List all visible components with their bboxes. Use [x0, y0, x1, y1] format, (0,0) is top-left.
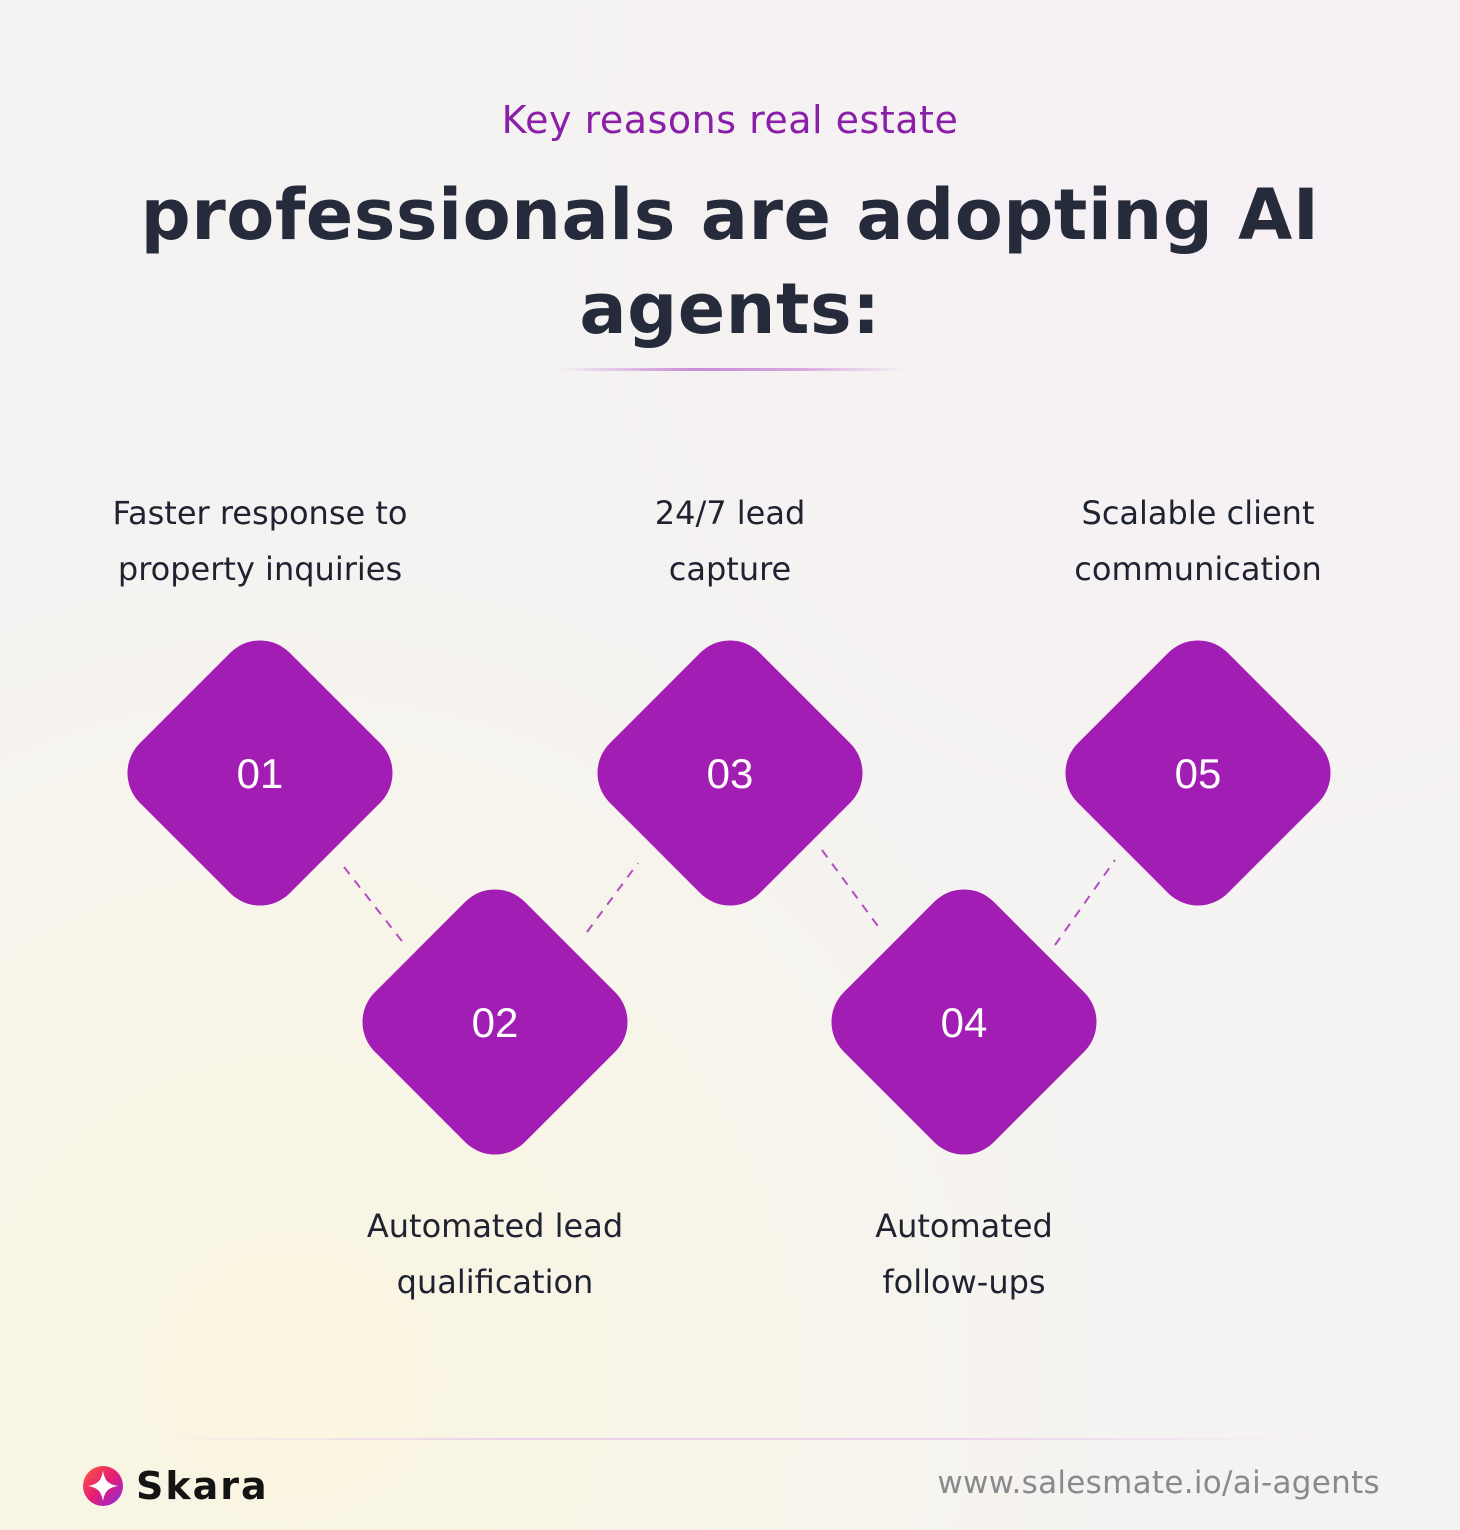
step-label-03: 24/7 lead capture	[654, 494, 806, 588]
step-05: 05	[1065, 640, 1331, 906]
connector-02-03	[586, 862, 639, 933]
step-label-01: Faster response to property inquiries	[112, 494, 408, 588]
connectors	[343, 849, 1116, 946]
footer-divider	[150, 1438, 1310, 1440]
step-number-04: 04	[941, 999, 988, 1046]
brand: Skara	[80, 1462, 269, 1510]
step-03: 03	[597, 640, 863, 906]
step-02: 02	[362, 889, 628, 1155]
site-url: www.salesmate.io/ai-agents	[937, 1465, 1380, 1501]
step-number-05: 05	[1175, 750, 1222, 797]
kicker-text: Key reasons real estate	[501, 98, 959, 142]
connector-03-04	[821, 849, 881, 930]
step-label-02: Automated lead qualification	[366, 1207, 624, 1301]
step-label-04: Automated follow-ups	[875, 1207, 1053, 1301]
page-title: professionals are adopting AI agents:	[140, 174, 1320, 350]
step-label-05: Scalable client communication	[1074, 494, 1322, 588]
diamond-04	[831, 889, 1097, 1155]
step-01: 01	[127, 640, 393, 906]
diamond-03	[597, 640, 863, 906]
step-number-02: 02	[472, 999, 519, 1046]
connector-04-05	[1054, 859, 1116, 946]
step-04: 04	[831, 889, 1097, 1155]
diamond-05	[1065, 640, 1331, 906]
skara-logo-icon	[83, 1466, 123, 1506]
brand-name: Skara	[136, 1464, 269, 1508]
step-number-03: 03	[707, 750, 754, 797]
diamond-01	[127, 640, 393, 906]
title-divider	[555, 368, 905, 371]
connector-01-02	[343, 866, 406, 946]
step-number-01: 01	[237, 750, 284, 797]
diamond-02	[362, 889, 628, 1155]
